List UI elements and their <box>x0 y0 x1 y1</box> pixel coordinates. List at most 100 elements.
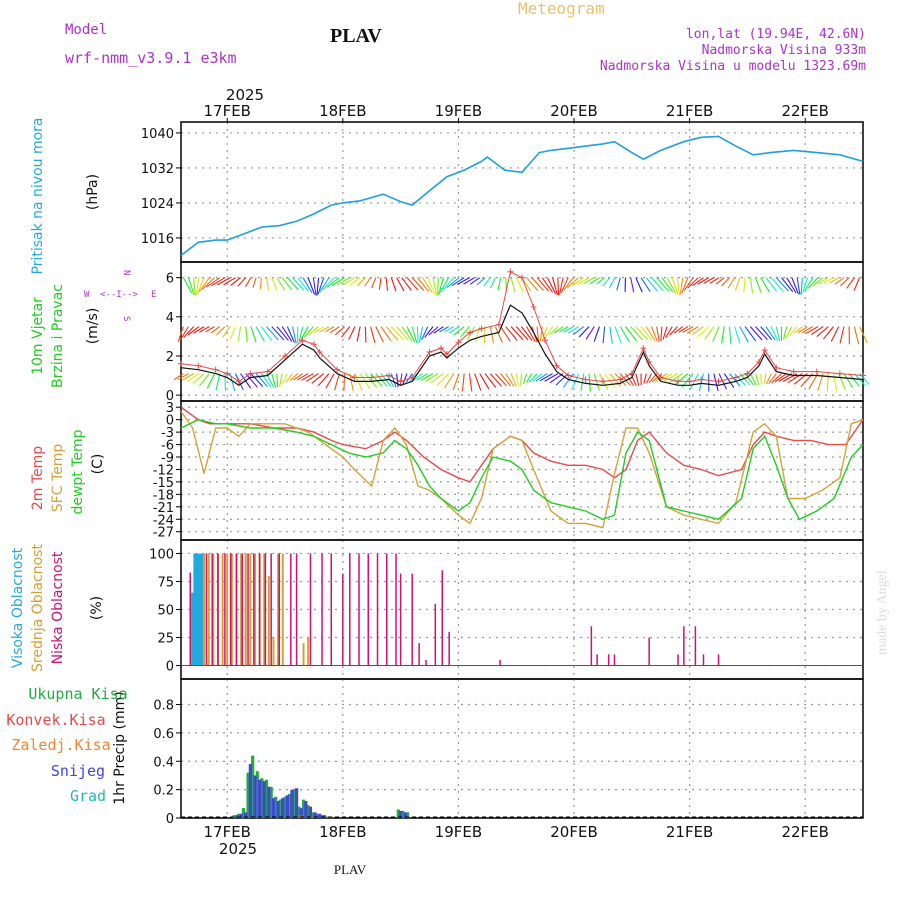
precip-bar-ukupna-kisa <box>325 816 329 818</box>
wind-barb <box>749 326 763 341</box>
y-tick-label-pressure: 1024 <box>141 197 174 212</box>
precip-bar-snijeg <box>258 779 262 818</box>
credit-watermark: made by Angel <box>875 570 890 655</box>
wind-barb <box>466 326 476 340</box>
wind-barb <box>526 373 533 383</box>
y-tick-label-temperature: -27 <box>153 526 174 541</box>
wind-barb <box>834 277 845 285</box>
wind-gust-marker <box>732 374 739 381</box>
wind-barb <box>563 277 574 291</box>
precip-bar-snijeg <box>239 813 243 818</box>
precip-bar-ukupna-kisa <box>232 815 236 818</box>
wind-barb <box>712 326 720 342</box>
wind-barb <box>237 326 242 342</box>
wind-barb <box>541 277 554 293</box>
wind-barb <box>463 277 475 285</box>
wind-barb <box>614 326 622 344</box>
wind-barb <box>754 373 760 386</box>
wind-barb <box>691 277 704 287</box>
wind-barb <box>292 277 305 291</box>
wind-barb <box>646 373 652 384</box>
wind-gust-marker <box>715 378 722 385</box>
y-tick-label-temperature: 3 <box>166 401 174 416</box>
wind-barb <box>306 373 319 382</box>
precip-bar-ukupna-kisa <box>237 813 241 818</box>
top-year-label: 2025 <box>226 86 264 104</box>
wind-barb <box>452 373 460 391</box>
precip-bar-snijeg <box>281 798 285 818</box>
wind-barb <box>567 326 579 334</box>
wind-barb <box>713 373 719 392</box>
wind-barb <box>334 326 345 336</box>
wind-barb <box>343 277 356 285</box>
wind-barb <box>266 326 279 341</box>
wind-gust-marker <box>553 362 560 369</box>
wind-gust-marker <box>409 374 416 381</box>
wind-barb <box>786 277 797 294</box>
wind-barb <box>593 373 601 391</box>
wind-gust-marker <box>755 358 762 365</box>
wind-barb <box>349 373 354 392</box>
wind-barb <box>661 277 674 293</box>
wind-barb <box>396 277 405 292</box>
wind-barb <box>281 373 288 385</box>
wind-barb <box>271 326 285 341</box>
pressure-line <box>180 135 864 257</box>
wind-barb <box>760 373 763 385</box>
wind-barb <box>678 326 689 333</box>
wind-barb <box>252 277 257 288</box>
wind-barb <box>651 277 664 292</box>
wind-barb <box>668 373 683 384</box>
footer-station: PLAV <box>334 862 367 877</box>
y-tick-label-wind: 4 <box>166 311 174 326</box>
wind-barb <box>645 277 658 292</box>
wind-barb <box>619 326 630 343</box>
wind-barb <box>293 373 304 381</box>
wind-barb <box>560 277 569 293</box>
wind-gust-marker <box>646 358 653 365</box>
wind-barb <box>515 277 524 292</box>
wind-barb <box>760 326 773 341</box>
panel-frame-precip <box>180 678 864 819</box>
wind-barb <box>571 277 585 287</box>
wind-barb <box>630 277 635 293</box>
wind-barb <box>308 326 319 336</box>
wind-barb <box>250 373 264 387</box>
precip-bar-snijeg <box>290 789 294 818</box>
wind-barb <box>715 277 725 285</box>
precip-bar-ukupna-kisa <box>269 786 273 818</box>
wind-barb <box>643 373 647 384</box>
bottom-date-label: 22FEB <box>781 823 828 841</box>
wind-barb <box>853 277 861 291</box>
y-tick-label-cloud: 75 <box>157 575 174 590</box>
wind-barb <box>334 373 340 391</box>
wind-barb <box>718 373 728 390</box>
wind-barb <box>271 373 277 389</box>
wind-gust-marker <box>675 378 682 385</box>
wind-barb <box>552 277 558 296</box>
wind-barb <box>674 326 684 334</box>
wind-barb <box>691 326 704 336</box>
wind-barb <box>563 326 574 333</box>
meteogram-title: Meteogram <box>518 0 605 18</box>
wind-gust-marker <box>686 378 693 385</box>
wind-barb <box>531 277 544 291</box>
wind-gust-marker <box>438 345 445 352</box>
wind-barb <box>532 373 543 382</box>
wind-gust-marker <box>744 370 751 377</box>
top-date-label: 18FEB <box>319 102 366 120</box>
wind-barb <box>830 326 840 342</box>
wind-barb <box>848 373 860 387</box>
wind-barb <box>800 277 803 295</box>
wind-barb <box>390 326 404 341</box>
wind-barb <box>723 373 735 389</box>
wind-barb <box>619 373 631 386</box>
wind-barb <box>319 277 330 293</box>
wind-barb <box>259 277 262 290</box>
wind-barb <box>766 373 772 385</box>
wind-barb <box>416 326 419 343</box>
wind-barb <box>326 277 340 288</box>
precip-bar-snijeg <box>253 775 257 818</box>
wind-barb <box>341 326 351 338</box>
wind-barb <box>378 277 382 290</box>
